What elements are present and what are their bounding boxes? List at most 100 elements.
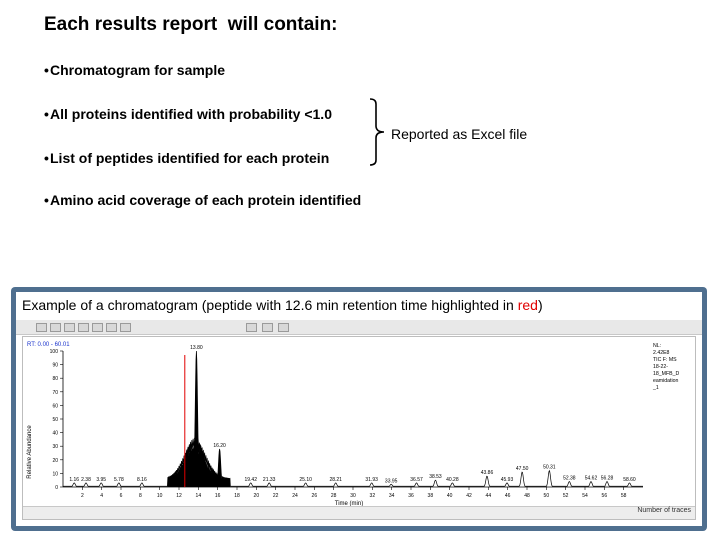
peak-label: 38.53: [429, 474, 442, 480]
y-tick-label: 100: [50, 349, 59, 355]
peak-label: 1.16: [69, 477, 79, 483]
peak-label: 45.93: [501, 477, 514, 483]
rt-range-label: RT: 0.00 - 60.01: [27, 342, 70, 348]
x-tick-label: 20: [254, 493, 260, 499]
x-tick-label: 4: [100, 493, 103, 499]
peak-label: 56.28: [601, 476, 614, 482]
y-tick-label: 30: [52, 444, 58, 450]
peak-label: 54.62: [585, 476, 598, 482]
info-box-line: 2.42E8: [653, 350, 670, 356]
info-box-line: eamidation: [653, 378, 678, 384]
toolbar-icon[interactable]: [78, 323, 89, 332]
y-tick-label: 10: [52, 471, 58, 477]
peak-label: 33.95: [385, 478, 398, 484]
x-tick-label: 44: [486, 493, 492, 499]
peak-label: 25.10: [299, 477, 312, 483]
peak-label: 3.95: [96, 477, 106, 483]
peak-labels: 1.16 2.38 3.95 5.78 8.16 13.80 16.20 19.42 21.33…: [69, 345, 636, 484]
x-tick-label: 26: [312, 493, 318, 499]
info-box-line: 18_MFB_D: [653, 371, 679, 377]
peak-label: 40.28: [446, 477, 459, 483]
y-tick-label: 20: [52, 458, 58, 464]
info-box-line: TIC F: MS: [653, 357, 677, 363]
chromatogram-panel: Example of a chromatogram (peptide with …: [16, 292, 702, 526]
x-axis-label: Time (min): [335, 501, 363, 507]
x-tick-label: 30: [350, 493, 356, 499]
x-tick-label: 52: [563, 493, 569, 499]
viewer-toolbar: [16, 320, 702, 335]
x-tick-label: 6: [120, 493, 123, 499]
toolbar-icon[interactable]: [50, 323, 61, 332]
x-tick-label: 40: [447, 493, 453, 499]
peak-label: 36.57: [410, 477, 423, 483]
toolbar-icon[interactable]: [120, 323, 131, 332]
peak-label: 21.33: [263, 477, 276, 483]
y-tick-label: 40: [52, 431, 58, 437]
y-tick-label: 90: [52, 363, 58, 369]
peak-label: 31.93: [365, 477, 378, 483]
toolbar-icon[interactable]: [36, 323, 47, 332]
peak-label: 28.21: [329, 477, 342, 483]
x-tick-label: 28: [331, 493, 337, 499]
list-item: •Chromatogram for sample: [44, 62, 226, 78]
x-tick-label: 36: [408, 493, 414, 499]
info-box-line: _1: [652, 385, 659, 391]
x-tick-label: 34: [389, 493, 395, 499]
x-tick-label: 8: [139, 493, 142, 499]
peak-label: 2.38: [81, 477, 91, 483]
x-tick-label: 56: [602, 493, 608, 499]
toolbar-icon[interactable]: [106, 323, 117, 332]
x-tick-label: 48: [524, 493, 530, 499]
y-tick-label: 70: [52, 390, 58, 396]
trace-line: [63, 350, 643, 487]
x-tick-label: 18: [234, 493, 240, 499]
x-tick-label: 10: [157, 493, 163, 499]
y-tick-label: 80: [52, 376, 58, 382]
toolbar-icon[interactable]: [64, 323, 75, 332]
chromatogram-frame: Example of a chromatogram (peptide with …: [11, 287, 707, 531]
peak-label: 5.78: [114, 477, 124, 483]
info-box-line: 18-22-: [653, 364, 668, 370]
toolbar-icon[interactable]: [278, 323, 289, 332]
y-tick-label: 60: [52, 403, 58, 409]
peak-label: 8.16: [137, 477, 147, 483]
info-box-line: NL:: [653, 343, 661, 349]
peak-label: 47.50: [516, 466, 529, 472]
x-tick-label: 12: [176, 493, 182, 499]
x-tick-label: 14: [196, 493, 202, 499]
x-tick-label: 58: [621, 493, 627, 499]
y-axis-label: Relative Abundance: [27, 425, 33, 479]
peak-label: 50.31: [543, 465, 556, 471]
slide-title: Each results report will contain:: [44, 14, 338, 35]
x-tick-label: 46: [505, 493, 511, 499]
status-strip: Number of traces: [23, 506, 695, 519]
toolbar-icon[interactable]: [262, 323, 273, 332]
dense-peak-region: [167, 351, 231, 487]
peak-label: 19.42: [244, 477, 257, 483]
toolbar-icon[interactable]: [92, 323, 103, 332]
y-tick-label: 50: [52, 417, 58, 423]
caption-highlight-word: red: [517, 297, 538, 313]
x-tick-label: 38: [428, 493, 434, 499]
peak-label: 52.38: [563, 476, 576, 482]
peak-label: 16.20: [213, 443, 226, 449]
status-text: Number of traces: [637, 507, 691, 514]
chromatogram-chart: RT: 0.00 - 60.01 Relative Abundance Time…: [22, 336, 696, 520]
peak-label: 58.60: [623, 477, 636, 483]
toolbar-icon[interactable]: [246, 323, 257, 332]
x-tick-label: 24: [292, 493, 298, 499]
x-tick-label: 42: [466, 493, 472, 499]
curly-brace-icon: [369, 98, 385, 166]
x-tick-label: 32: [370, 493, 376, 499]
list-item: •Amino acid coverage of each protein ide…: [44, 192, 362, 208]
peak-label: 43.86: [481, 470, 494, 476]
x-tick-label: 22: [273, 493, 279, 499]
chromatogram-trace: [63, 350, 643, 487]
x-tick-label: 50: [544, 493, 550, 499]
y-tick-label: 0: [55, 485, 58, 491]
x-tick-label: 54: [582, 493, 588, 499]
list-item: •All proteins identified with probabilit…: [44, 106, 332, 122]
chromatogram-svg: RT: 0.00 - 60.01 Relative Abundance Time…: [27, 342, 679, 507]
